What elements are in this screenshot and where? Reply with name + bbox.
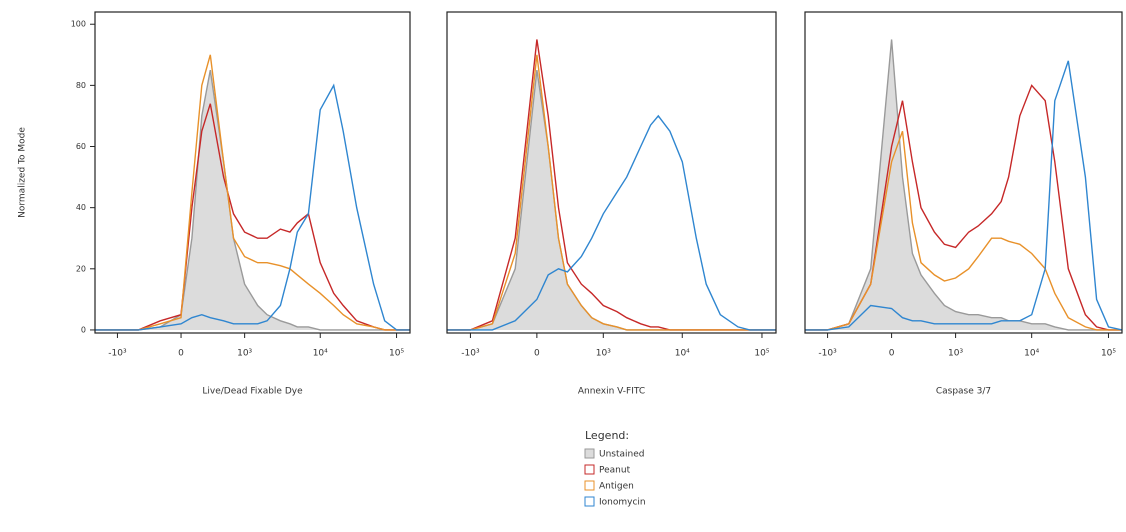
x-tick-label: 10³ <box>948 349 963 359</box>
x-tick-label: 0 <box>889 349 895 359</box>
legend-label: Antigen <box>599 482 634 492</box>
x-tick-label: -10³ <box>108 349 127 359</box>
legend-swatch <box>584 464 595 475</box>
legend-swatch <box>584 496 595 507</box>
line <box>805 39 1122 331</box>
x-tick-label: 10⁵ <box>754 349 769 359</box>
x-tick-label: 0 <box>534 349 540 359</box>
x-tick-label: -10³ <box>818 349 837 359</box>
line <box>805 84 1122 331</box>
area <box>447 70 776 330</box>
y-tick-label: 60 <box>76 142 86 151</box>
line <box>95 83 410 331</box>
legend-swatch <box>584 448 595 459</box>
plot-frame <box>94 11 411 334</box>
line <box>805 60 1123 331</box>
legend-label: Unstained <box>599 450 644 460</box>
line <box>95 54 410 331</box>
x-tick-label: 10⁵ <box>1101 349 1116 359</box>
x-tick-label: 10⁴ <box>675 349 690 359</box>
y-tick-label: 20 <box>76 264 86 273</box>
x-tick-label: 10⁴ <box>1024 349 1039 359</box>
plot-frame <box>446 11 777 334</box>
plot-frame <box>804 11 1123 334</box>
area <box>95 70 410 330</box>
x-tick-label: -10³ <box>461 349 480 359</box>
x-axis-label: Caspase 3/7 <box>936 387 991 397</box>
line <box>95 69 410 331</box>
legend-label: Peanut <box>599 466 631 476</box>
legend-swatch <box>584 480 595 491</box>
x-tick-label: 10⁴ <box>313 349 328 359</box>
x-tick-label: 10³ <box>237 349 252 359</box>
y-tick-label: 40 <box>76 203 86 212</box>
line <box>447 54 776 331</box>
y-tick-label: 80 <box>76 81 86 90</box>
line <box>447 114 776 331</box>
area <box>805 39 1122 330</box>
x-tick-label: 10³ <box>596 349 611 359</box>
legend-label: Ionomycin <box>599 498 646 508</box>
y-tick-label: 0 <box>81 325 86 334</box>
x-axis-label: Live/Dead Fixable Dye <box>202 387 303 397</box>
x-axis-label: Annexin V-FITC <box>578 387 645 397</box>
line <box>805 130 1122 331</box>
line <box>447 39 776 331</box>
y-axis-label: Normalized To Mode <box>18 127 28 218</box>
y-tick-label: 100 <box>71 20 86 29</box>
legend-title: Legend: <box>585 429 629 442</box>
x-tick-label: 0 <box>178 349 184 359</box>
x-tick-label: 10⁵ <box>389 349 404 359</box>
